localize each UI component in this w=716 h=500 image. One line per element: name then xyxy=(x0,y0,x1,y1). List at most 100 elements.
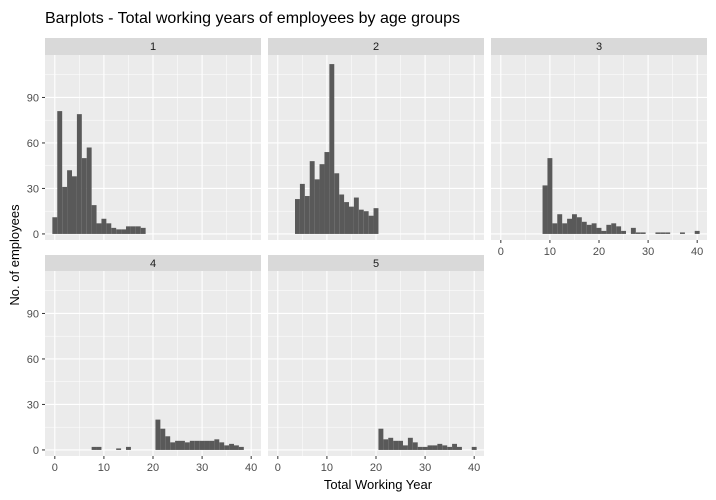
x-tick-label: 10 xyxy=(321,462,333,474)
bar xyxy=(471,446,477,450)
bar xyxy=(349,206,354,234)
bar xyxy=(694,230,700,234)
facet-strip-label: 4 xyxy=(150,258,156,270)
bars xyxy=(542,158,700,234)
bar xyxy=(412,442,418,450)
bar xyxy=(452,443,457,450)
bar xyxy=(447,446,453,450)
bar xyxy=(388,437,394,450)
y-tick-label: 60 xyxy=(27,354,39,366)
bar xyxy=(194,440,200,450)
bar xyxy=(542,185,548,234)
bar xyxy=(635,232,641,234)
bar xyxy=(62,186,68,234)
bar xyxy=(398,440,403,450)
gridlines xyxy=(45,271,261,456)
bar xyxy=(344,202,349,234)
bar xyxy=(238,446,244,450)
x-tick-label: 10 xyxy=(98,462,110,474)
bar xyxy=(309,161,315,234)
bar xyxy=(130,226,136,234)
bar xyxy=(457,446,462,450)
chart-title: Barplots - Total working years of employ… xyxy=(45,10,460,27)
x-axis-title: Total Working Year xyxy=(324,477,433,492)
bar xyxy=(383,439,389,450)
bar xyxy=(621,230,626,234)
bar xyxy=(91,446,97,450)
bar xyxy=(432,445,438,450)
bars xyxy=(91,419,244,450)
bar xyxy=(204,440,210,450)
y-tick-label: 90 xyxy=(27,92,39,104)
bar xyxy=(665,232,671,234)
bar xyxy=(616,226,622,234)
facet-strip xyxy=(268,38,484,55)
y-tick-label: 90 xyxy=(27,308,39,320)
bar xyxy=(339,194,345,234)
bar xyxy=(126,446,131,450)
bar xyxy=(358,209,364,234)
bars xyxy=(52,111,146,234)
x-tick-label: 20 xyxy=(593,246,605,258)
facet-panel-5: 5 0 10 20 30 40 xyxy=(268,255,484,474)
bar xyxy=(175,440,180,450)
bar xyxy=(96,446,102,450)
bar xyxy=(353,197,359,234)
facet-strip-label: 5 xyxy=(373,258,379,270)
bar xyxy=(101,218,107,234)
bar xyxy=(155,419,161,450)
bar xyxy=(76,114,82,234)
bar xyxy=(567,218,572,234)
bar xyxy=(209,440,215,450)
gridlines xyxy=(491,55,707,240)
bar xyxy=(334,173,340,234)
bar xyxy=(557,214,563,234)
bar xyxy=(199,440,205,450)
bar xyxy=(72,176,77,234)
bars xyxy=(295,64,379,234)
bar xyxy=(116,448,122,450)
bar xyxy=(224,445,230,450)
bar xyxy=(363,211,369,234)
bar xyxy=(135,226,141,234)
y-tick-label: 60 xyxy=(27,138,39,150)
bar xyxy=(572,214,577,234)
bar xyxy=(52,217,58,234)
x-tick-label: 40 xyxy=(468,462,480,474)
bar xyxy=(86,147,92,234)
bar xyxy=(81,158,87,234)
bar xyxy=(562,223,568,234)
bar xyxy=(126,226,131,234)
bar xyxy=(111,227,117,234)
bar xyxy=(180,440,185,450)
bar xyxy=(214,439,220,450)
facet-strip xyxy=(45,38,261,55)
facet-panel-2: 2 xyxy=(268,38,484,240)
bar xyxy=(234,445,239,450)
bar xyxy=(552,223,558,234)
bar xyxy=(417,446,423,450)
bar xyxy=(170,442,176,450)
y-axis-title: No. of employees xyxy=(7,204,22,306)
x-tick-label: 20 xyxy=(370,462,382,474)
bar xyxy=(630,227,636,234)
x-tick-label: 30 xyxy=(419,462,431,474)
bar xyxy=(437,443,443,450)
y-tick-label: 30 xyxy=(27,399,39,411)
facet-strip xyxy=(268,255,484,271)
x-tick-label: 10 xyxy=(544,246,556,258)
bar xyxy=(314,179,320,234)
bar xyxy=(596,227,602,234)
facet-panel-3: 30 10 20 30 40 xyxy=(491,38,707,258)
x-tick-label: 30 xyxy=(196,462,208,474)
bar xyxy=(576,217,582,234)
bar xyxy=(140,227,146,234)
bar xyxy=(91,205,97,234)
bar xyxy=(57,111,63,234)
bar xyxy=(601,230,607,234)
bar xyxy=(442,445,448,450)
bar xyxy=(299,183,305,234)
bar xyxy=(329,64,335,234)
